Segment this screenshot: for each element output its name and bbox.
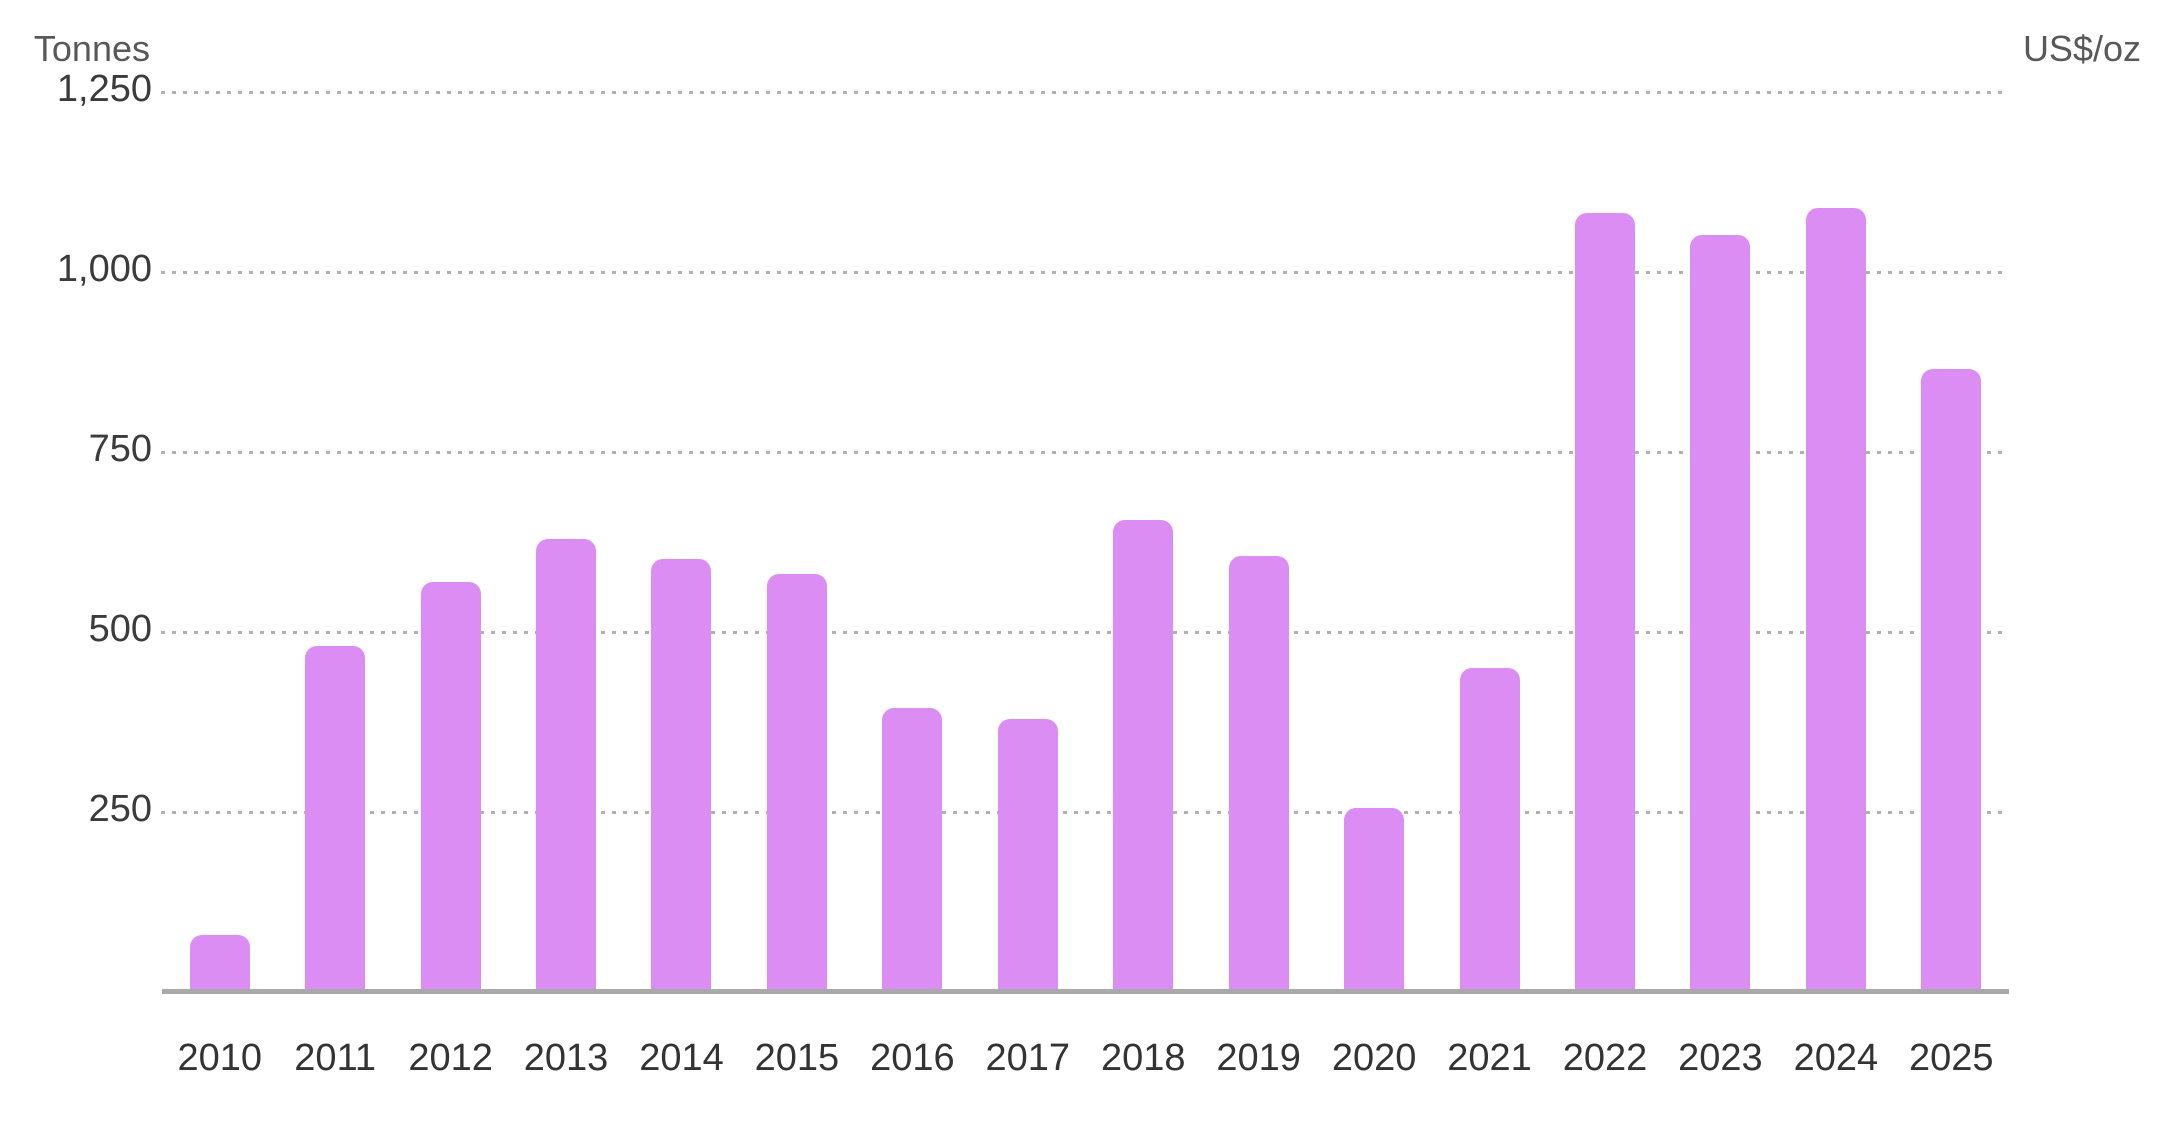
- gridline-500: [161, 631, 2005, 634]
- x-tick-2018: 2018: [1100, 1037, 1186, 1079]
- gridline-1000: [161, 271, 2005, 274]
- bar-2017[interactable]: [997, 719, 1058, 990]
- bar-2020[interactable]: [1344, 808, 1405, 990]
- right-axis-title: US$/oz: [2022, 28, 2141, 69]
- bar-2015[interactable]: [766, 574, 827, 990]
- x-tick-2019: 2019: [1216, 1037, 1301, 1079]
- x-tick-2025: 2025: [1909, 1037, 1994, 1079]
- bar-2016[interactable]: [882, 707, 943, 990]
- gridline-250: [161, 811, 2005, 814]
- x-tick-2021: 2021: [1447, 1037, 1532, 1079]
- bar-2012[interactable]: [420, 582, 481, 990]
- bar-2018[interactable]: [1113, 519, 1174, 990]
- y-tick-1250: 1,250: [56, 68, 152, 110]
- x-tick-2015: 2015: [754, 1037, 840, 1079]
- bar-2019[interactable]: [1228, 556, 1289, 990]
- bar-2013[interactable]: [536, 539, 597, 990]
- y-tick-250: 250: [88, 788, 152, 830]
- x-tick-2013: 2013: [523, 1037, 609, 1079]
- x-tick-2023: 2023: [1678, 1037, 1763, 1079]
- y-tick-1000: 1,000: [56, 248, 152, 290]
- bar-2021[interactable]: [1459, 668, 1520, 990]
- y-tick-750: 750: [88, 428, 152, 470]
- gridline-750: [161, 451, 2005, 454]
- x-axis-line: [162, 989, 2009, 994]
- x-tick-2016: 2016: [870, 1037, 955, 1079]
- left-axis-title: Tonnes: [33, 28, 150, 69]
- bar-2014[interactable]: [651, 559, 712, 990]
- x-tick-2012: 2012: [408, 1037, 493, 1079]
- gridline-1250: [161, 91, 2005, 94]
- x-tick-2014: 2014: [639, 1037, 724, 1079]
- x-tick-2022: 2022: [1562, 1037, 1648, 1079]
- y-tick-500: 500: [88, 608, 152, 650]
- x-tick-2011: 2011: [294, 1037, 377, 1079]
- bar-2025[interactable]: [1921, 369, 1982, 990]
- bar-2011[interactable]: [305, 645, 366, 990]
- x-tick-2010: 2010: [177, 1037, 262, 1079]
- x-tick-2024: 2024: [1793, 1037, 1879, 1079]
- x-tick-2017: 2017: [985, 1037, 1071, 1079]
- bar-2024[interactable]: [1805, 207, 1866, 990]
- x-tick-2020: 2020: [1331, 1037, 1417, 1079]
- bar-2022[interactable]: [1574, 212, 1635, 990]
- bar-2023[interactable]: [1690, 235, 1751, 990]
- bar-2010[interactable]: [189, 935, 250, 990]
